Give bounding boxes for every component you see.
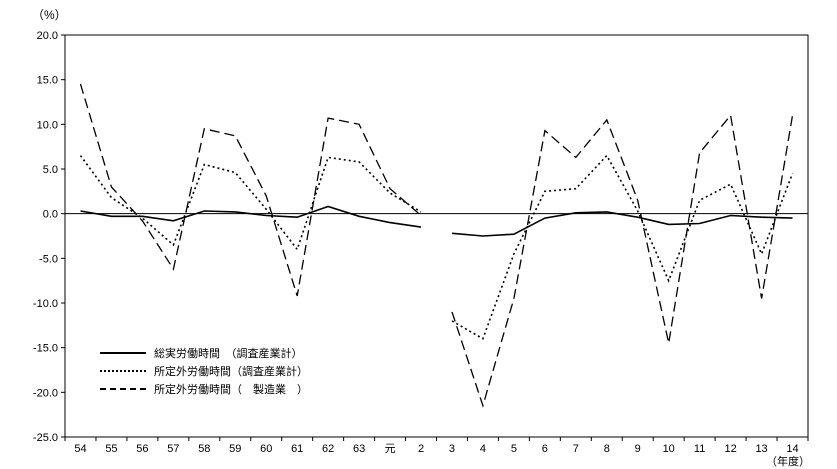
x-tick-label: 62 xyxy=(322,443,334,455)
x-tick-label: 6 xyxy=(542,443,548,455)
x-tick-label: 60 xyxy=(260,443,272,455)
dashed-line-sample-icon xyxy=(100,388,146,390)
y-axis-unit-label: （%） xyxy=(32,8,67,22)
x-tick-label: 11 xyxy=(694,443,705,455)
x-tick-label: 7 xyxy=(573,443,579,455)
legend-item-overtime-manufacturing: 所定外労働時間（ 製造業 ） xyxy=(100,380,308,398)
series-line-dotted xyxy=(451,154,794,340)
series-line-dashed xyxy=(451,113,794,408)
x-tick-label: 57 xyxy=(167,443,179,455)
legend-item-overtime-all-industries: 所定外労働時間（調査産業計） xyxy=(100,362,308,380)
legend-label-overtime-manufacturing: 所定外労働時間（ 製造業 ） xyxy=(154,384,308,396)
x-tick-label: 元 xyxy=(385,443,396,455)
x-tick-label: 5 xyxy=(511,443,517,455)
x-tick-label: 63 xyxy=(353,443,365,455)
x-tick-label: 54 xyxy=(74,443,86,455)
series-line-dotted xyxy=(79,155,422,252)
x-tick-label: 13 xyxy=(755,443,767,455)
y-tick-label: -15.0 xyxy=(33,343,58,355)
y-tick-label: 10.0 xyxy=(37,119,58,131)
x-tick-label: 3 xyxy=(449,443,455,455)
x-tick-label: 14 xyxy=(786,443,798,455)
x-tick-label: 58 xyxy=(198,443,210,455)
y-tick-label: -25.0 xyxy=(33,432,58,444)
y-tick-label: 20.0 xyxy=(37,30,58,42)
series-line-solid xyxy=(451,211,793,237)
chart-legend: 総実労働時間 （調査産業計） 所定外労働時間（調査産業計） 所定外労働時間（ 製… xyxy=(100,344,308,398)
x-axis-unit-label: （年度） xyxy=(766,456,810,468)
x-tick-label: 55 xyxy=(105,443,117,455)
x-tick-label: 2 xyxy=(418,443,424,455)
x-tick-label: 8 xyxy=(604,443,610,455)
x-tick-label: 4 xyxy=(480,443,486,455)
x-tick-label: 12 xyxy=(724,443,736,455)
legend-label-total-hours: 総実労働時間 （調査産業計） xyxy=(154,348,303,360)
series-line-solid xyxy=(80,205,422,228)
x-tick-label: 59 xyxy=(229,443,241,455)
dotted-line-sample-icon xyxy=(100,370,146,372)
y-tick-label: 0.0 xyxy=(43,209,58,221)
y-tick-label: -10.0 xyxy=(33,298,58,310)
x-tick-label: 9 xyxy=(635,443,641,455)
y-tick-label: -20.0 xyxy=(33,387,58,399)
y-tick-label: -5.0 xyxy=(39,253,58,265)
series-line-dashed xyxy=(79,83,422,297)
legend-item-total-hours: 総実労働時間 （調査産業計） xyxy=(100,344,308,362)
x-tick-label: 10 xyxy=(663,443,675,455)
x-tick-label: 61 xyxy=(291,443,303,455)
solid-line-sample-icon xyxy=(100,352,146,354)
x-tick-label: 56 xyxy=(136,443,148,455)
y-tick-label: 5.0 xyxy=(43,164,58,176)
y-tick-label: 15.0 xyxy=(37,75,58,87)
legend-label-overtime-all-industries: 所定外労働時間（調査産業計） xyxy=(154,366,308,378)
